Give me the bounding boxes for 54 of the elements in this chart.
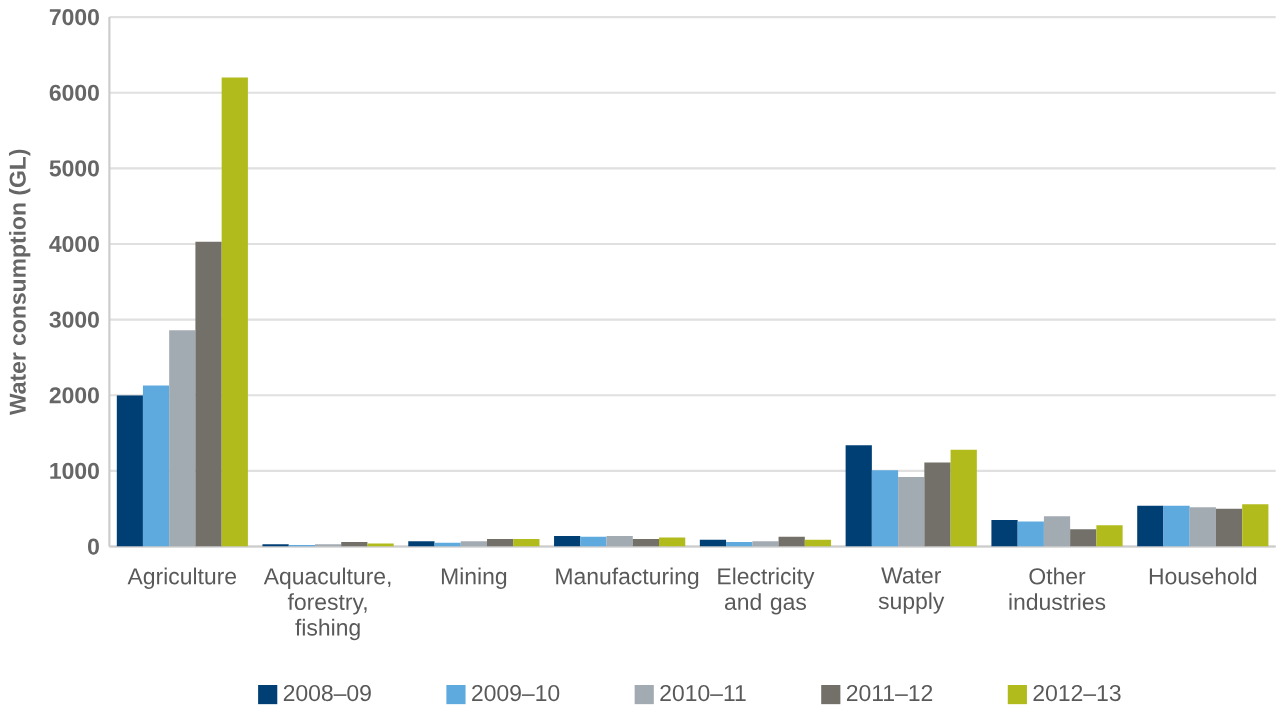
bar [408, 541, 435, 547]
bar [991, 520, 1018, 547]
x-tick-label: Other industries [1009, 567, 1106, 611]
x-tick-label: Household [1149, 567, 1257, 585]
bar [1137, 505, 1164, 547]
bar [116, 395, 143, 547]
y-tick-label: 0 [88, 538, 99, 555]
x-tick-label: Manufacturing [556, 567, 699, 590]
bar [1189, 507, 1216, 547]
bar [950, 449, 977, 547]
bar [513, 539, 540, 547]
legend-label: 2009–10 [472, 685, 560, 702]
y-tick-label: 2000 [49, 387, 99, 404]
bar [752, 541, 779, 547]
bar [1242, 504, 1269, 547]
y-tick-label: 7000 [49, 9, 99, 26]
legend-label: 2011–12 [846, 685, 933, 702]
legend-label: 2010–11 [660, 685, 746, 702]
x-tick-label: Agriculture [127, 567, 237, 590]
bar [554, 536, 581, 547]
bar [1017, 521, 1044, 547]
bar [486, 539, 514, 547]
bar [262, 544, 289, 547]
bar [580, 536, 607, 547]
bar [1096, 525, 1123, 547]
x-tick-label: Electricity and gas [718, 567, 815, 615]
y-axis-title: Water consumption (GL) [8, 149, 31, 416]
bar [195, 241, 222, 547]
y-tick-label: 6000 [49, 84, 99, 101]
bar [1043, 516, 1071, 547]
bar [632, 539, 660, 547]
bar [221, 77, 248, 547]
legend-label: 2012–13 [1033, 685, 1121, 702]
x-tick-label: Mining [441, 567, 507, 590]
y-tick-label: 4000 [49, 236, 99, 253]
bar [606, 536, 633, 547]
bar [924, 462, 951, 547]
legend-label: 2008–09 [283, 685, 371, 702]
bar [898, 477, 925, 547]
bar [778, 536, 805, 547]
y-tick-label: 3000 [49, 311, 99, 328]
y-tick-label: 1000 [50, 462, 99, 480]
bar [845, 445, 872, 547]
bar [1163, 505, 1190, 547]
bar [1215, 508, 1243, 547]
y-tick-label: 5000 [49, 160, 99, 177]
bar [659, 537, 686, 547]
bar [142, 385, 170, 547]
x-tick-label: Water supply [878, 567, 945, 614]
bar [871, 470, 899, 547]
bar [169, 330, 196, 547]
bar [1070, 529, 1097, 547]
bar [460, 541, 487, 547]
x-tick-label: Aquaculture, forestry, fishing [263, 567, 391, 641]
